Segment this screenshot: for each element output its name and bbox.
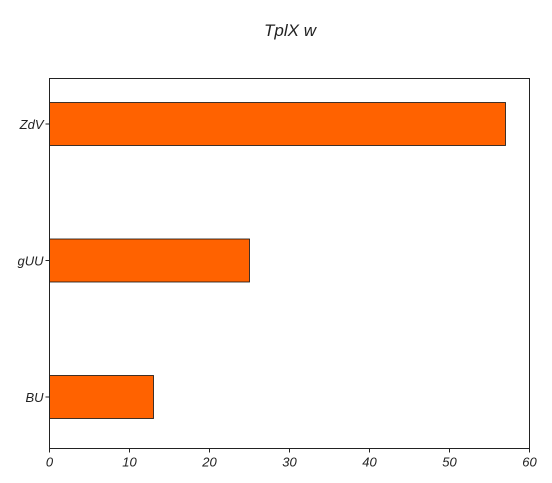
y-axis: ZdV gUU BU [17,117,50,405]
bar-ZdV [49,102,506,146]
x-tick-label: 10 [122,455,137,470]
bar-BU [49,375,154,419]
x-tick-label: 30 [282,455,297,470]
x-tick-label: 0 [46,455,54,470]
x-tick-label: 20 [201,455,217,470]
y-tick-label: gUU [17,254,44,269]
x-tick-label: 50 [442,455,457,470]
x-axis: 0 10 20 30 40 50 60 [46,448,537,470]
bar-gUU [49,238,250,283]
chart-title: TplX w [264,21,318,40]
y-tick-label: ZdV [19,117,45,132]
y-tick-label: BU [25,390,44,405]
bars-group [49,102,506,419]
x-tick-label: 60 [522,455,537,470]
plot-frame [49,78,530,449]
x-tick-label: 40 [362,455,377,470]
